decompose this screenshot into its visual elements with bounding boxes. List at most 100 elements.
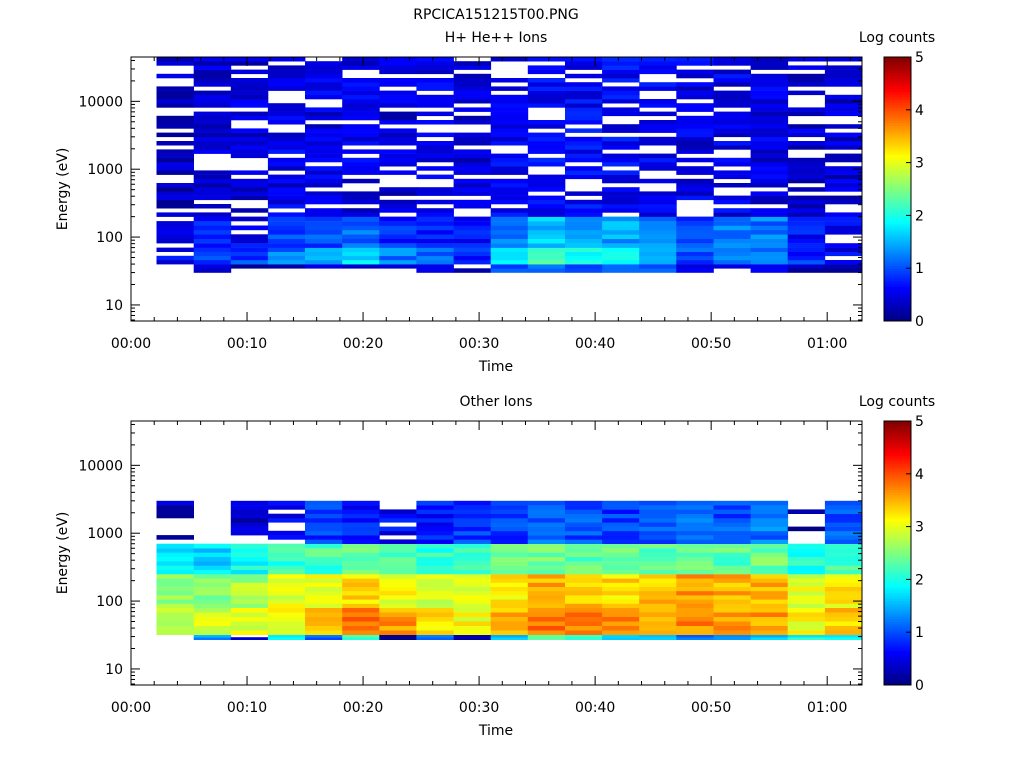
colorbar-swatch [884, 284, 911, 288]
heatmap-cell [750, 136, 789, 142]
heatmap-cell [230, 526, 269, 532]
heatmap-cell [565, 630, 603, 635]
heatmap-cell [379, 634, 417, 638]
colorbar-tick-label: 3 [915, 520, 924, 536]
heatmap-cell [713, 183, 751, 188]
heatmap-cell [713, 518, 751, 523]
heatmap-cell [527, 539, 566, 544]
heatmap-cell [639, 578, 677, 583]
heatmap-cell [787, 621, 826, 626]
heatmap-cell [379, 586, 417, 592]
colorbar-swatch [884, 162, 911, 166]
heatmap-cell [453, 136, 492, 142]
heatmap-cell [453, 157, 492, 163]
heatmap-cell [527, 136, 566, 142]
heatmap-cell [527, 255, 566, 261]
heatmap-cell [527, 204, 566, 209]
heatmap-cell [193, 57, 232, 62]
heatmap-cell [453, 82, 492, 87]
heatmap-cell [527, 612, 566, 617]
heatmap-cell [156, 225, 194, 231]
heatmap-cell [639, 637, 677, 640]
heatmap-cell [490, 548, 529, 553]
heatmap-cell [527, 616, 566, 622]
heatmap-cell [824, 518, 863, 523]
heatmap-cell [342, 264, 380, 269]
colorbar-swatch [884, 600, 911, 604]
heatmap-cell [342, 178, 380, 184]
heatmap-cell [824, 111, 863, 117]
heatmap-cell [305, 132, 343, 138]
heatmap-cell [676, 565, 714, 570]
heatmap-cell [565, 90, 603, 96]
heatmap-cell [565, 526, 603, 532]
heatmap-cell [639, 509, 677, 514]
heatmap-cell [787, 225, 826, 231]
heatmap-cell [750, 561, 789, 566]
heatmap-cell [787, 595, 826, 600]
heatmap-cell [527, 225, 566, 231]
heatmap-cell [267, 543, 306, 549]
colorbar-tick-label: 0 [915, 314, 924, 330]
heatmap-cell [639, 535, 677, 540]
heatmap-cell [453, 595, 492, 600]
heatmap-cell [602, 78, 640, 83]
heatmap-cell [527, 603, 566, 608]
colorbar-swatch [884, 175, 911, 179]
heatmap-cell [230, 251, 269, 257]
heatmap-cell [490, 634, 529, 638]
heatmap-cell [639, 99, 677, 104]
heatmap-cell [787, 57, 826, 62]
heatmap-cell [676, 170, 714, 175]
heatmap-cell [750, 107, 789, 112]
heatmap-cell [453, 569, 492, 575]
heatmap-cell [490, 132, 529, 138]
colorbar-swatch [884, 476, 911, 480]
heatmap-cell [824, 141, 863, 146]
heatmap-cell [305, 65, 343, 70]
heatmap-cell [156, 149, 194, 154]
heatmap-cell [713, 162, 751, 167]
heatmap-cell [824, 634, 863, 638]
heatmap-cell [305, 212, 343, 217]
heatmap-cell [193, 90, 232, 96]
heatmap-cell [156, 238, 194, 244]
heatmap-cell [490, 187, 529, 192]
colorbar-swatch [884, 473, 911, 477]
heatmap-cell [639, 530, 677, 536]
heatmap-cell [342, 225, 380, 231]
heatmap-cell [156, 621, 194, 626]
heatmap-cell [379, 82, 417, 87]
colorbar-swatch [884, 423, 911, 427]
heatmap-cell [342, 590, 380, 596]
heatmap-cell [453, 625, 492, 631]
heatmap-cell [453, 561, 492, 566]
heatmap-cell [490, 183, 529, 188]
heatmap-cell [527, 94, 566, 100]
heatmap-cell [379, 191, 417, 196]
heatmap-cell [787, 243, 826, 248]
heatmap-cell [602, 170, 640, 175]
colorbar-swatch [884, 170, 911, 174]
heatmap-cell [342, 208, 380, 213]
heatmap-cell [527, 582, 566, 587]
heatmap-cell [193, 586, 232, 592]
heatmap-cell [193, 238, 232, 244]
heatmap-cell [787, 590, 826, 596]
heatmap-cell [602, 561, 640, 566]
heatmap-cell [750, 229, 789, 235]
heatmap-cell [156, 612, 194, 617]
heatmap-cell [453, 556, 492, 562]
heatmap-cell [787, 255, 826, 261]
heatmap-cell [193, 595, 232, 600]
heatmap-cell [565, 225, 603, 231]
heatmap-cell [342, 221, 380, 226]
heatmap-cell [713, 216, 751, 222]
heatmap-cell [379, 264, 417, 269]
colorbar-swatch [884, 130, 911, 134]
colorbar-swatch [884, 99, 911, 103]
colorbar-swatch [884, 584, 911, 588]
heatmap-cell [230, 187, 269, 192]
heatmap-cell [565, 141, 603, 146]
heatmap-cell [602, 260, 640, 265]
